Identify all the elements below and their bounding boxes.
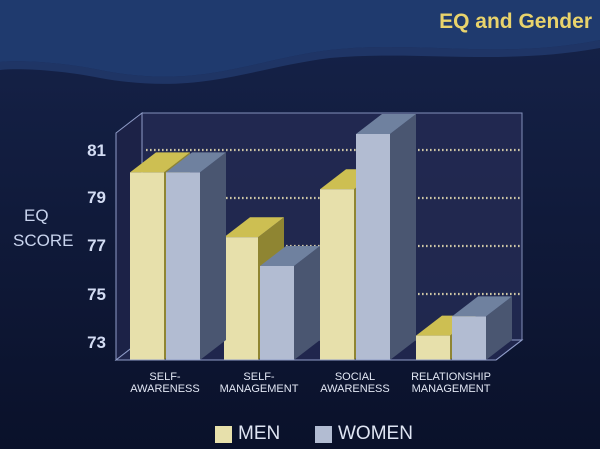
header-wave-highlight (0, 40, 600, 84)
bar-top (260, 246, 320, 266)
plot-area (114, 111, 524, 362)
y-tick-label: 77 (87, 236, 106, 255)
bar-side (200, 152, 226, 360)
bar-women (356, 134, 390, 360)
x-category-label: SELF- MANAGEMENT (219, 371, 299, 395)
bar-men (416, 335, 450, 360)
y-axis-label-line2: SCORE (13, 231, 74, 250)
legend-swatch (315, 425, 332, 443)
legend-item-men: MEN (215, 423, 280, 445)
front-edge (495, 339, 523, 361)
y-tick-label: 73 (87, 333, 106, 352)
bar-men (224, 237, 258, 360)
y-tick-label: 79 (87, 188, 106, 207)
y-tick-label: 75 (87, 285, 106, 304)
bar-top (452, 296, 512, 317)
header-wave (0, 0, 600, 77)
bar-side (294, 246, 320, 360)
bar-side (486, 296, 512, 360)
bar-men (130, 172, 164, 360)
x-category-label: RELATIONSHIP MANAGEMENT (411, 371, 491, 395)
y-tick-label: 81 (87, 141, 106, 160)
bar-side (390, 114, 416, 360)
x-category-label: SOCIAL AWARENESS (320, 371, 390, 395)
legend-swatch (215, 425, 232, 443)
bar-top (356, 114, 416, 134)
bar-women (166, 172, 200, 360)
bar-top (166, 152, 226, 173)
x-category-label: SELF- AWARENESS (130, 371, 200, 395)
bar-top (224, 217, 284, 238)
y-axis-label-line1: EQ (24, 206, 49, 225)
chart-title: EQ and Gender (439, 10, 592, 33)
bar-women (260, 266, 294, 360)
bar-women (452, 316, 486, 360)
bar-top (130, 152, 190, 173)
legend-item-women: WOMEN (315, 423, 413, 445)
bar-men (320, 189, 354, 360)
